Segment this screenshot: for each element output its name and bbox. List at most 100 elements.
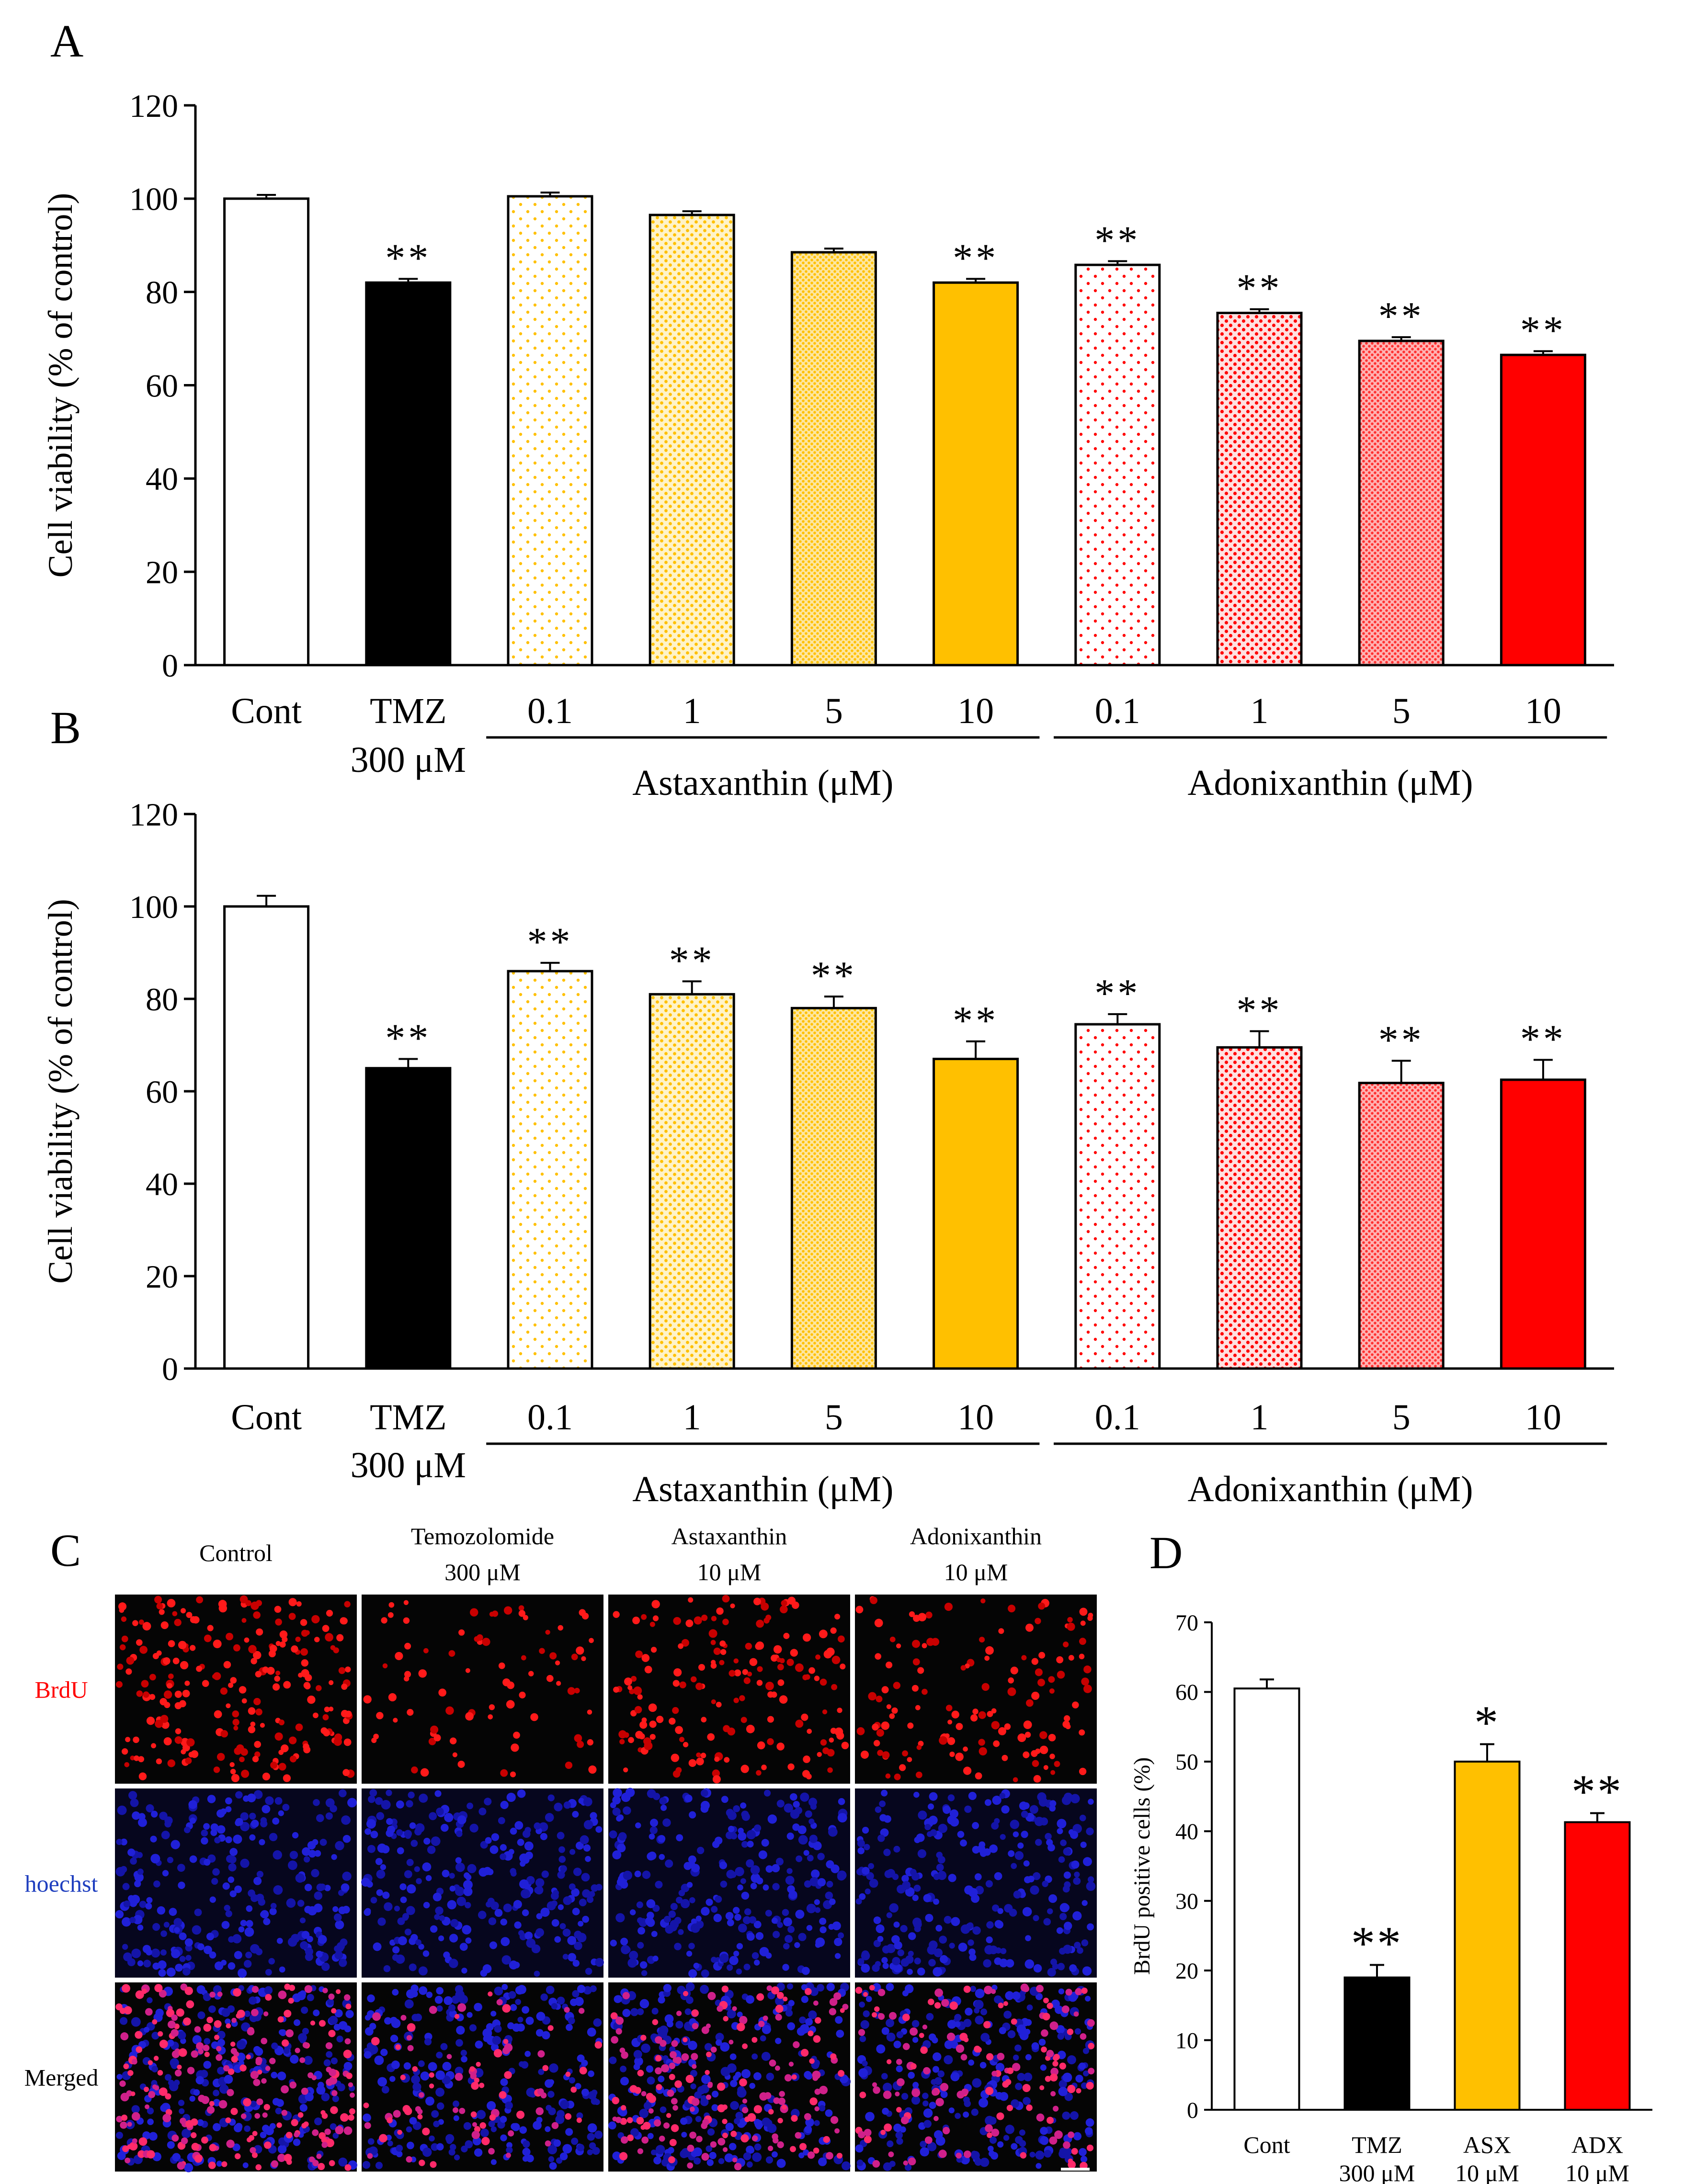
bar [223,197,310,667]
x-tick-label: 5 [825,1397,843,1437]
bar [1216,1046,1303,1370]
bar [507,970,593,1370]
panel-letter-a: A [50,15,83,67]
row-label: BrdU [34,1676,88,1703]
significance-marker: ** [1351,1917,1403,1970]
significance-marker: ** [1378,1018,1424,1062]
chart-d: 0 10 20 30 40 50 60 70 BrdU positive cells (%) Co… [1129,1610,1652,2184]
x-tick-label: 10 [957,1397,994,1437]
x-tick-label: TMZ [370,1397,446,1437]
x-tick-label: 1 [1251,691,1269,731]
y-tick-label: 100 [129,889,178,925]
x-tick-label-line2: 300 μM [1339,2160,1415,2184]
y-tick-label: 30 [1175,1889,1198,1914]
x-tick-label-line2: 10 μM [1455,2160,1519,2184]
x-tick-label: 10 [957,691,994,731]
bar [365,1067,452,1370]
x-tick-label: 1 [683,1397,701,1437]
bar [507,195,593,667]
micrograph-image [362,1982,603,2172]
column-header: Astaxanthin [671,1523,787,1550]
bar [1358,339,1445,667]
y-tick-label: 120 [129,88,178,124]
bar [1216,312,1303,667]
y-tick-label: 10 [1175,2028,1198,2053]
bar [1500,353,1586,667]
y-tick-label: 20 [146,1258,178,1295]
column-header: Adonixanthin [910,1523,1042,1550]
significance-marker: ** [1520,308,1566,352]
x-tick-label: TMZ [370,691,446,731]
bar [1500,1078,1586,1370]
bar [365,281,452,667]
significance-marker: ** [811,953,857,998]
x-tick-label: 0.1 [527,691,573,731]
x-tick-label: 1 [1251,1397,1269,1437]
y-tick-label: 100 [129,181,178,217]
x-tick-label: 0.1 [527,1397,573,1437]
row-label: hoechst [25,1870,98,1897]
micrograph-image [115,1982,357,2173]
bar [649,214,735,667]
micrograph-panel: Control Temozolomide 300 μM Astaxanthin 10 μ… [24,1523,1097,2173]
micrograph-image [361,1788,604,1978]
y-tick-label: 0 [162,647,178,684]
y-tick-label: 60 [1175,1680,1198,1705]
x-tick-label-line2: 10 μM [1565,2160,1629,2184]
bar [1074,263,1161,667]
group-label: Astaxanthin (μM) [632,763,893,803]
y-tick-label: 50 [1175,1750,1198,1775]
x-tick-label: Cont [1243,2131,1290,2158]
bar [1233,1687,1300,2111]
y-tick-label: 0 [162,1351,178,1387]
bar [649,993,735,1370]
bar [1564,1821,1631,2111]
significance-marker: ** [1094,971,1140,1016]
bar [933,281,1019,667]
micrograph-image [855,1788,1097,1978]
chart-a: 0 20 40 60 80 100 120 Cell viability (% of cont… [41,88,1614,803]
x-tick-label: 1 [683,691,701,731]
chart-b: 0 20 40 60 80 100 120 Cell viability (% of cont… [41,796,1614,1509]
x-tick-label: ASX [1463,2131,1511,2158]
bar [790,1007,877,1370]
x-tick-label: 5 [1392,1397,1411,1437]
x-tick-label: 0.1 [1095,1397,1140,1437]
significance-marker: ** [527,920,573,964]
panel-letter-d: D [1149,1527,1183,1578]
micrograph-image [608,1788,850,1978]
y-tick-label: 40 [146,1166,178,1202]
x-tick-label: Cont [231,1397,302,1437]
micrograph-image [115,1595,357,1784]
x-tick-label: 10 [1525,691,1561,731]
y-tick-label: 20 [1175,1958,1198,1984]
column-header: Temozolomide [411,1523,554,1550]
significance-marker: ** [1378,294,1424,339]
x-tick-label: ADX [1571,2131,1623,2158]
y-tick-label: 0 [1187,2098,1198,2123]
significance-marker: ** [385,1016,431,1060]
panel-letter-c: C [50,1525,81,1576]
x-tick-label: 0.1 [1095,691,1140,731]
group-label: Adonixanthin (μM) [1188,763,1473,803]
bar [1343,1976,1411,2111]
bar [790,251,877,667]
x-tick-label-line2: 300 μM [351,1445,466,1485]
significance-marker: ** [953,236,999,280]
x-tick-label-line2: 300 μM [351,740,466,780]
significance-marker: ** [669,938,715,983]
x-tick-label: 5 [825,691,843,731]
y-tick-label: 70 [1175,1610,1198,1636]
group-label: Adonixanthin (μM) [1188,1469,1473,1509]
bar [223,905,310,1370]
row-label: Merged [24,2064,99,2091]
significance-marker: * [1474,1696,1500,1749]
significance-marker: ** [1237,988,1283,1033]
y-axis-label: BrdU positive cells (%) [1129,1757,1155,1975]
y-tick-label: 120 [129,796,178,833]
y-tick-label: 60 [146,367,178,404]
column-header-line2: 300 μM [444,1559,521,1585]
bar [1074,1023,1161,1370]
y-tick-label: 80 [146,981,178,1018]
